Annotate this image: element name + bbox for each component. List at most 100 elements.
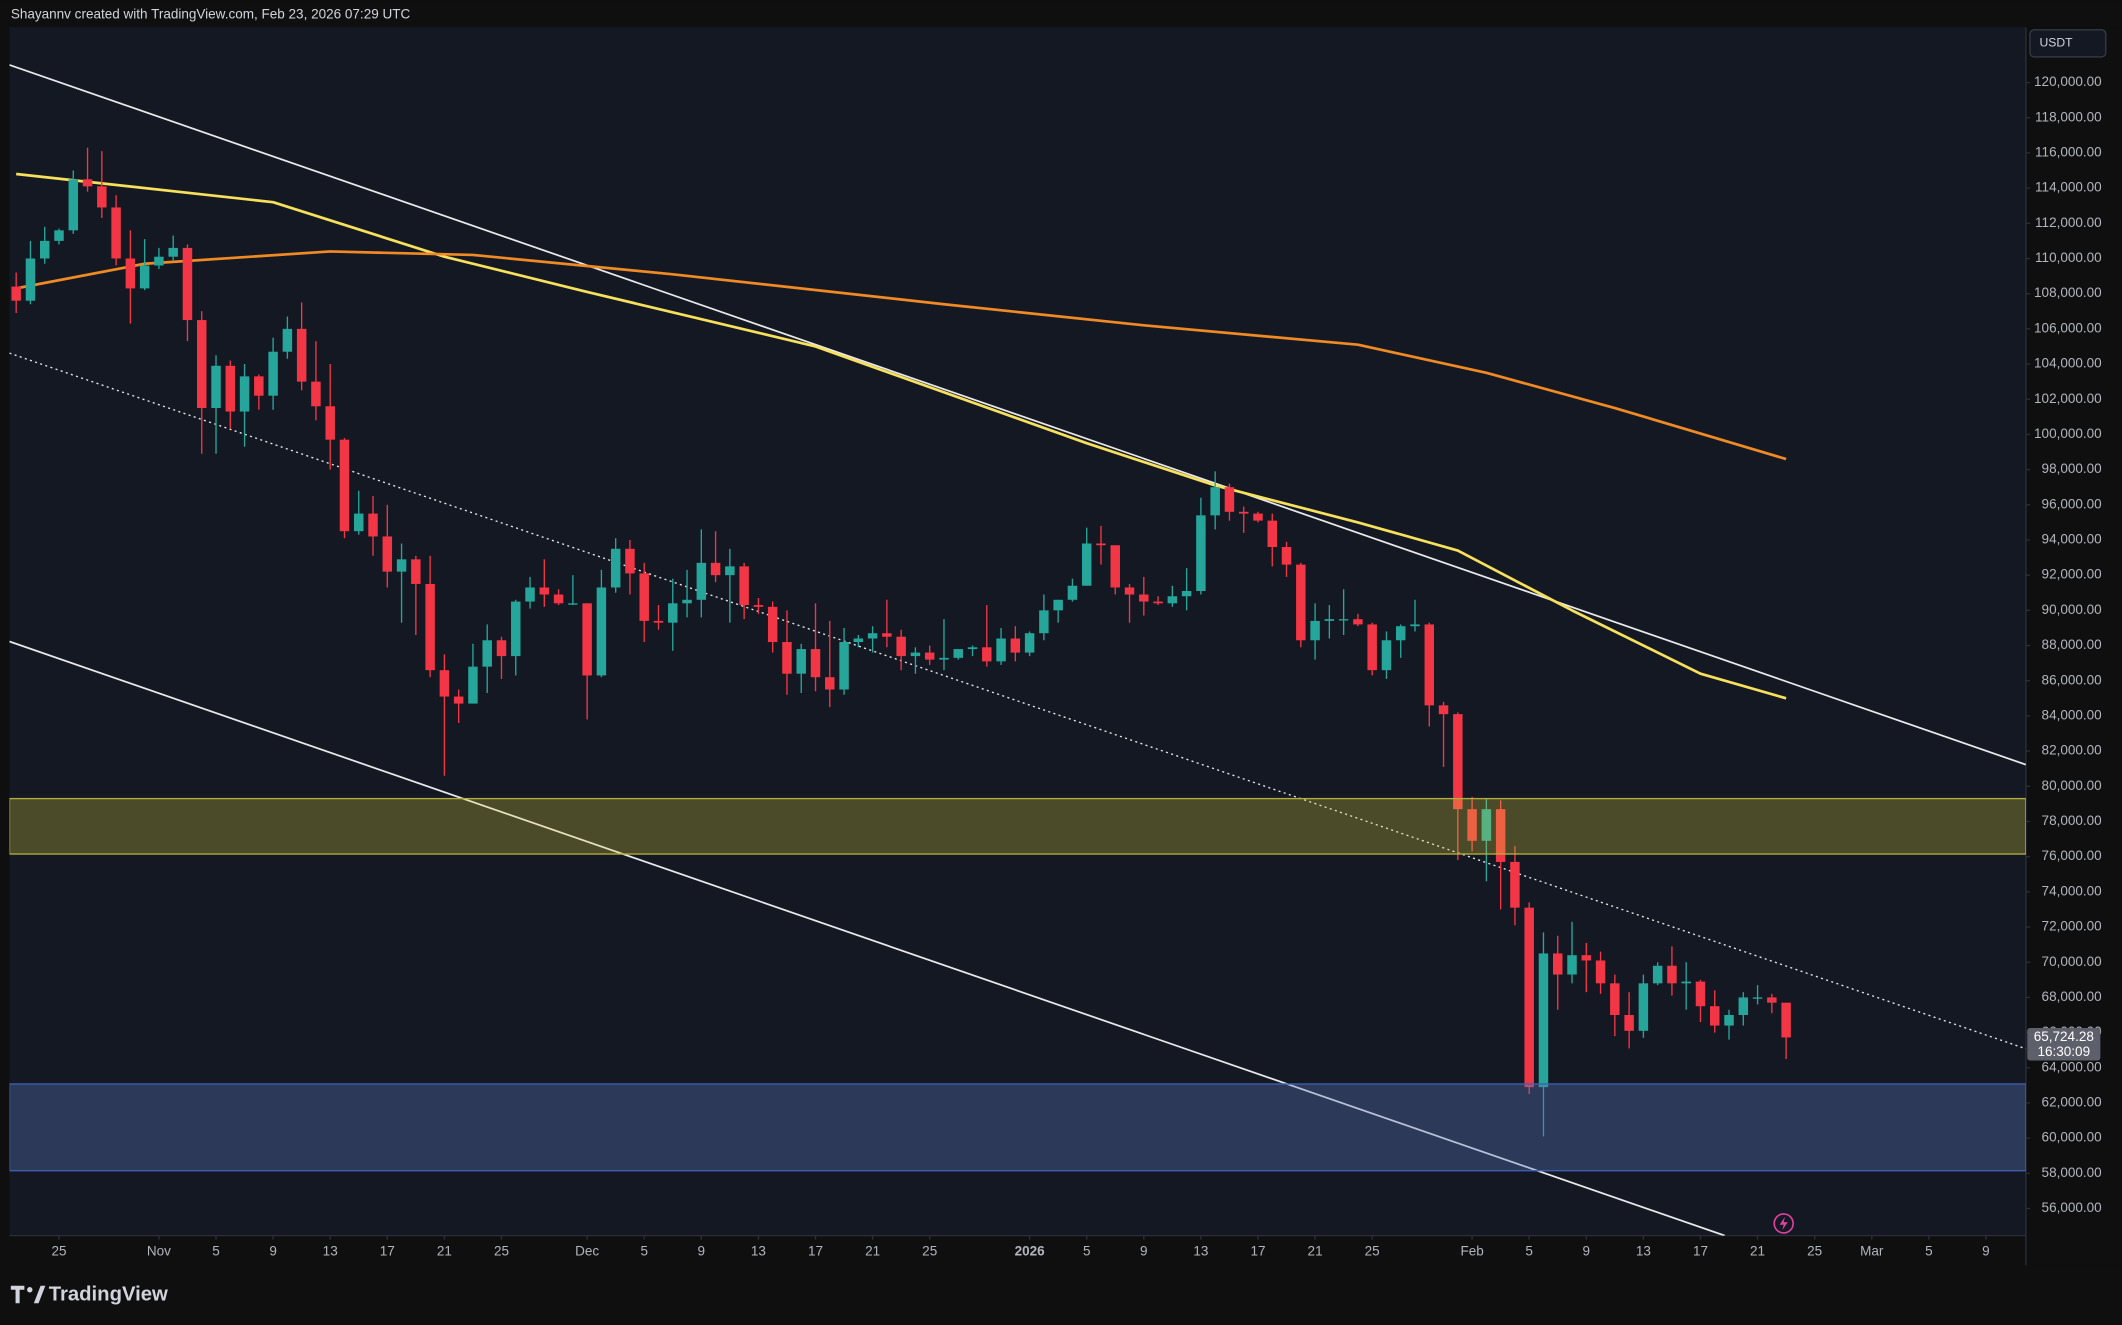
candle-body	[1139, 594, 1149, 602]
candle-body	[411, 559, 421, 584]
x-tick-label: Mar	[1860, 1243, 1884, 1258]
y-tick-label: 100,000.00	[2034, 426, 2102, 441]
x-tick-label: 9	[698, 1243, 706, 1258]
x-tick-label: 9	[1140, 1243, 1148, 1258]
x-tick-label: 5	[1525, 1243, 1533, 1258]
x-tick-label: 25	[1807, 1243, 1822, 1258]
y-tick-label: 104,000.00	[2034, 356, 2102, 371]
candle-body	[682, 599, 692, 604]
candle-body	[1752, 997, 1763, 999]
candle-body	[1367, 624, 1377, 671]
x-tick-label: 13	[1636, 1243, 1651, 1258]
candle-body	[910, 652, 921, 657]
candle-body	[97, 186, 107, 208]
candle-body	[1395, 626, 1406, 641]
trendline	[9, 352, 2026, 1050]
candle-body	[1610, 983, 1620, 1016]
currency-box[interactable]	[2029, 29, 2107, 58]
last-price: 65,724.28	[2034, 1029, 2094, 1044]
y-tick-label: 120,000.00	[2034, 74, 2102, 89]
zone	[9, 797, 2026, 855]
candle-body	[1267, 520, 1278, 548]
candle-body	[239, 376, 250, 412]
x-tick-label: Dec	[575, 1243, 599, 1258]
candle-body	[996, 638, 1006, 662]
candle-body	[1538, 953, 1549, 1088]
x-tick-label: 25	[922, 1243, 937, 1258]
candle-body	[1695, 981, 1706, 1007]
candle-body	[1053, 599, 1063, 611]
logo-mark	[27, 1287, 33, 1293]
candle-body	[439, 670, 450, 697]
candle-body	[1638, 983, 1649, 1031]
candle-body	[839, 642, 849, 690]
x-tick-label: Nov	[147, 1243, 171, 1258]
candle-body	[1124, 587, 1135, 595]
candle-body	[582, 603, 592, 676]
candle-body	[1310, 620, 1320, 641]
x-tick-label: 17	[1693, 1243, 1708, 1258]
candle-body	[1096, 543, 1106, 546]
candle-body	[396, 559, 407, 572]
y-tick-label: 92,000.00	[2042, 567, 2102, 582]
candle-body	[54, 230, 64, 241]
y-tick-label: 88,000.00	[2042, 637, 2102, 652]
y-tick-label: 72,000.00	[2042, 919, 2102, 934]
x-tick-label: 5	[1083, 1243, 1091, 1258]
y-tick-label: 84,000.00	[2042, 707, 2102, 722]
plot-area	[9, 27, 2026, 1236]
candle-body	[211, 365, 221, 409]
candle-body	[1567, 955, 1577, 975]
candle-body	[796, 649, 806, 674]
y-tick-label: 78,000.00	[2042, 813, 2102, 828]
candle-body	[382, 536, 393, 572]
moving-average	[15, 250, 1787, 461]
candle-body	[853, 638, 864, 643]
candle-body	[11, 286, 21, 301]
y-tick-label: 106,000.00	[2034, 320, 2102, 335]
candle-body	[1595, 960, 1606, 984]
candle-body	[1410, 624, 1420, 627]
x-tick-label: 5	[640, 1243, 648, 1258]
y-tick-label: 112,000.00	[2035, 215, 2102, 230]
alert-icon[interactable]	[1773, 1213, 1794, 1234]
y-tick-label: 58,000.00	[2042, 1165, 2102, 1180]
candle-body	[610, 548, 621, 588]
candle-body	[1338, 619, 1349, 621]
candle-body	[924, 652, 935, 660]
candle-body	[311, 381, 321, 407]
y-tick-label: 80,000.00	[2042, 778, 2102, 793]
y-tick-label: 82,000.00	[2042, 743, 2102, 758]
candle-body	[482, 640, 492, 667]
y-tick-label: 60,000.00	[2042, 1130, 2102, 1145]
candle-body	[453, 696, 464, 704]
candle-body	[867, 633, 878, 639]
candle-body	[1110, 545, 1120, 588]
x-tick-label: 5	[212, 1243, 220, 1258]
candle-body	[325, 406, 335, 440]
candle-body	[282, 328, 293, 352]
candle-body	[596, 587, 607, 676]
candle-body	[125, 258, 136, 289]
candle-body	[553, 594, 564, 604]
candle-body	[1581, 955, 1592, 961]
y-tick-label: 98,000.00	[2042, 461, 2102, 476]
candle-body	[1024, 633, 1035, 653]
brand: TradingView	[49, 1284, 168, 1306]
y-tick-label: 90,000.00	[2042, 602, 2102, 617]
candle-body	[1167, 596, 1178, 604]
candle-body	[68, 179, 79, 231]
x-tick-label: 21	[865, 1243, 880, 1258]
y-tick-label: 96,000.00	[2042, 496, 2102, 511]
candle-body	[739, 566, 749, 606]
currency: USDT	[2039, 36, 2073, 50]
logo-mark	[33, 1285, 46, 1304]
y-tick-label: 56,000.00	[2042, 1200, 2102, 1215]
y-tick-label: 110,000.00	[2035, 250, 2102, 265]
plot-layer	[9, 64, 2026, 1236]
logo	[10, 1285, 46, 1304]
y-tick-label: 94,000.00	[2042, 532, 2102, 547]
candle-body	[1253, 513, 1263, 521]
candle-body	[782, 642, 792, 674]
